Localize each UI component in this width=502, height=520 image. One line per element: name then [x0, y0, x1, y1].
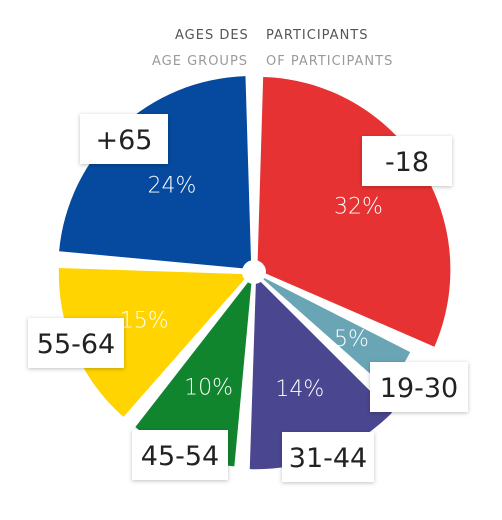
category-label-+65: +65	[80, 114, 168, 164]
pie-slice-31-44	[249, 277, 393, 470]
category-label-text: 55-64	[37, 329, 115, 360]
slice-percent-label: 14%	[275, 377, 324, 402]
category-label-box	[28, 318, 124, 368]
header-line1-left: AGES DES	[175, 28, 249, 43]
category-label-text: -18	[385, 147, 429, 178]
slice-percent-label: 5%	[334, 327, 369, 352]
category-label-box	[362, 136, 452, 186]
category-label-text: +65	[96, 125, 153, 156]
slice-percent-label: 32%	[334, 195, 383, 220]
category-label-box	[80, 114, 168, 164]
slice-percent-label: 10%	[184, 376, 233, 401]
category-label-text: 45-54	[141, 441, 219, 472]
category-label-box	[370, 362, 468, 412]
category-label-box	[132, 430, 228, 480]
pie-slice-45-54	[135, 277, 252, 467]
header-line1-right: PARTICIPANTS	[266, 28, 369, 43]
pie-center-hole	[242, 260, 266, 284]
category-label-45-54: 45-54	[132, 430, 228, 480]
category-label-box	[282, 432, 374, 482]
category-label-55-64: 55-64	[28, 318, 124, 368]
category-label-text: 31-44	[289, 443, 367, 474]
pie-slice-+65	[59, 76, 252, 270]
category-label-text: 19-30	[380, 373, 458, 404]
header-line2-left: AGE GROUPS	[152, 54, 249, 69]
slice-percent-label: 24%	[148, 174, 197, 199]
category-label-31-44: 31-44	[282, 432, 374, 482]
slice-percent-label: 15%	[120, 308, 169, 333]
pie-slice-19-30	[258, 275, 411, 388]
category-label--18: -18	[362, 136, 452, 186]
header-line2-right: OF PARTICIPANTS	[266, 54, 394, 69]
pie-slice-55-64	[58, 267, 249, 417]
category-label-19-30: 19-30	[370, 362, 468, 412]
